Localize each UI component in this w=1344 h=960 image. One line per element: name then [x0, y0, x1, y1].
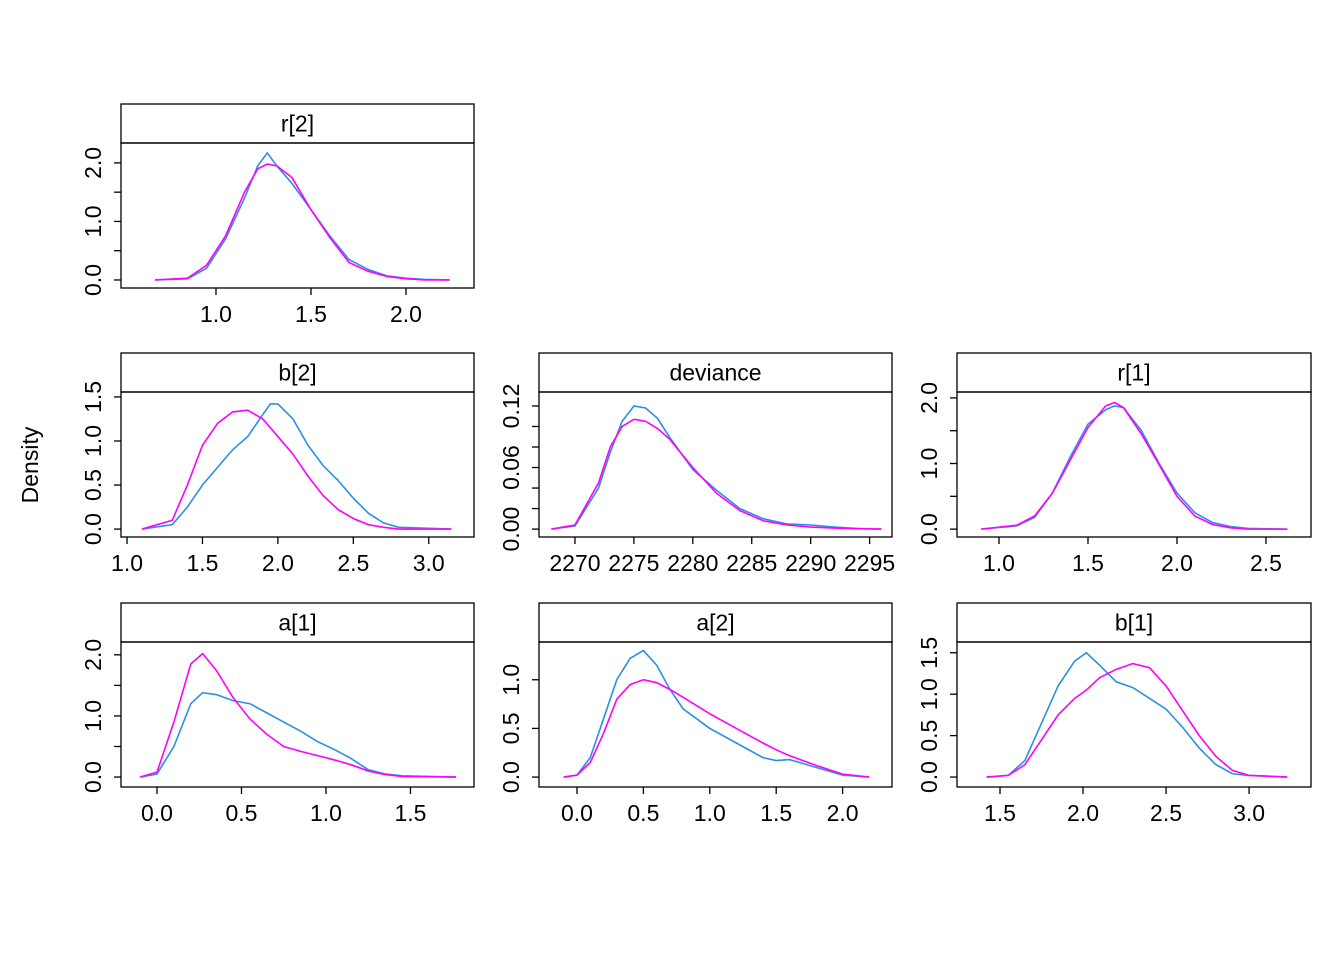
x-tick-label: 3.0 — [1233, 800, 1265, 826]
y-tick-label: 2.0 — [80, 147, 106, 179]
y-tick-label: 0.5 — [80, 469, 106, 501]
y-tick-label: 0.0 — [80, 264, 106, 296]
x-tick-label: 2.0 — [1067, 800, 1099, 826]
y-tick-label: 1.0 — [498, 664, 524, 696]
x-tick-label: 1.5 — [1072, 550, 1104, 576]
x-tick-label: 1.0 — [111, 550, 143, 576]
x-tick-label: 2.5 — [1250, 550, 1282, 576]
y-tick-label: 0.06 — [498, 445, 524, 490]
y-tick-label: 2.0 — [916, 382, 942, 414]
panel-frame — [120, 641, 475, 788]
x-tick-label: 1.5 — [394, 800, 426, 826]
x-tick-label: 1.5 — [186, 550, 218, 576]
y-tick-label: 1.0 — [916, 678, 942, 710]
x-tick-label: 2.5 — [1150, 800, 1182, 826]
density-line — [139, 652, 457, 778]
panel-title: b[2] — [278, 360, 316, 386]
x-tick-label: 2.0 — [827, 800, 859, 826]
y-tick-label: 0.00 — [498, 507, 524, 552]
y-tick-label: 2.0 — [80, 639, 106, 671]
panel-title: r[1] — [1117, 360, 1150, 386]
x-tick-label: 2.0 — [1161, 550, 1193, 576]
x-tick-label: 2275 — [608, 550, 659, 576]
x-tick-label: 2.0 — [390, 301, 422, 327]
x-tick-label: 2280 — [667, 550, 718, 576]
x-tick-label: 2295 — [844, 550, 895, 576]
y-tick-label: 0.0 — [916, 513, 942, 545]
x-tick-label: 1.0 — [694, 800, 726, 826]
y-tick-label: 1.0 — [916, 448, 942, 480]
x-tick-label: 1.0 — [983, 550, 1015, 576]
y-tick-label: 1.5 — [916, 637, 942, 669]
density-line — [139, 691, 457, 778]
x-tick-label: 1.0 — [310, 800, 342, 826]
x-tick-label: 2270 — [549, 550, 600, 576]
y-tick-label: 0.5 — [916, 720, 942, 752]
x-tick-label: 0.5 — [225, 800, 257, 826]
panel-title: a[2] — [696, 610, 734, 636]
y-tick-label: 0.0 — [916, 761, 942, 793]
density-line — [986, 662, 1288, 778]
x-tick-label: 1.5 — [760, 800, 792, 826]
y-tick-label: 0.5 — [498, 712, 524, 744]
x-tick-label: 2285 — [726, 550, 777, 576]
panel-title: b[1] — [1115, 610, 1153, 636]
density-line — [986, 651, 1288, 778]
density-line — [141, 409, 452, 530]
panel-title: deviance — [669, 360, 761, 386]
panel-frame — [956, 641, 1312, 788]
y-tick-label: 1.5 — [80, 381, 106, 413]
density-line — [563, 678, 870, 778]
x-tick-label: 0.5 — [627, 800, 659, 826]
panel-frame — [538, 641, 893, 788]
panel-frame — [956, 391, 1312, 538]
x-tick-label: 2.0 — [262, 550, 294, 576]
x-tick-label: 2290 — [785, 550, 836, 576]
x-tick-label: 2.5 — [337, 550, 369, 576]
y-tick-label: 0.0 — [80, 761, 106, 793]
x-tick-label: 3.0 — [413, 550, 445, 576]
y-tick-label: 0.0 — [80, 513, 106, 545]
density-line — [155, 163, 450, 281]
density-line — [551, 418, 882, 530]
x-tick-label: 1.5 — [295, 301, 327, 327]
panel-frame — [120, 142, 475, 289]
y-tick-label: 1.0 — [80, 205, 106, 237]
y-tick-label: 1.0 — [80, 700, 106, 732]
panel-frame — [120, 391, 475, 538]
x-tick-label: 0.0 — [141, 800, 173, 826]
panel-title: a[1] — [278, 610, 316, 636]
x-tick-label: 1.5 — [984, 800, 1016, 826]
y-tick-label: 0.0 — [498, 761, 524, 793]
panel-title: r[2] — [281, 111, 314, 137]
density-line — [563, 649, 870, 778]
y-tick-label: 1.0 — [80, 425, 106, 457]
density-line — [981, 401, 1288, 530]
x-tick-label: 1.0 — [200, 301, 232, 327]
y-tick-label: 0.12 — [498, 384, 524, 429]
panel-frame — [538, 391, 893, 538]
x-tick-label: 0.0 — [561, 800, 593, 826]
y-axis-label: Density — [17, 426, 43, 503]
density-line — [142, 403, 452, 530]
